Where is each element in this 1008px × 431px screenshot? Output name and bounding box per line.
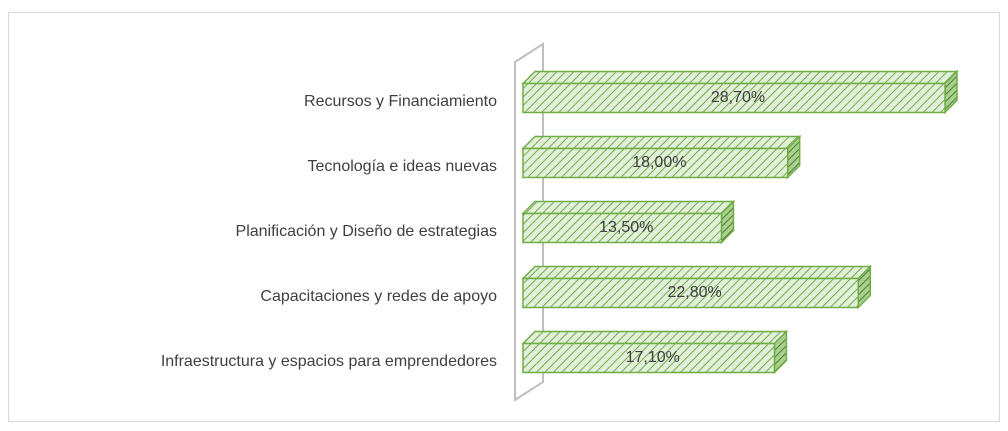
bar-front [522,82,946,114]
value-label: 17,10% [626,349,680,366]
bar-front [522,212,723,244]
bar-front [522,342,776,374]
category-label: Infraestructura y espacios para emprende… [161,353,497,370]
bar-front [522,147,789,179]
category-label: Capacitaciones y redes de apoyo [260,288,497,305]
value-label: 18,00% [632,154,686,171]
bar [521,264,873,310]
value-label: 22,80% [667,284,721,301]
category-label: Planificación y Diseño de estrategias [236,223,497,240]
bar-top [521,330,789,345]
value-label: 28,70% [711,89,765,106]
bar-top [521,70,959,85]
bar-top [521,135,802,150]
bar-top [521,265,873,280]
category-label: Tecnología e ideas nuevas [308,158,497,175]
bar-front [522,277,859,309]
value-label: 13,50% [599,219,653,236]
bar [521,199,736,245]
bar [521,329,789,375]
bar [521,134,802,180]
category-label: Recursos y Financiamiento [304,93,497,110]
bar [521,69,959,115]
bar-top [521,200,736,215]
